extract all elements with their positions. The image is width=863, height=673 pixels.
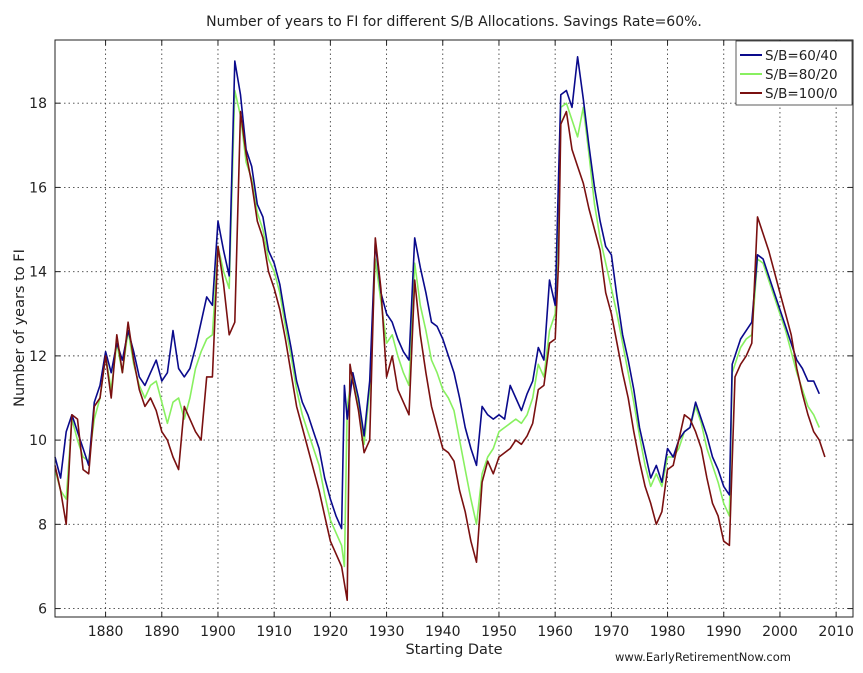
series-line-s-b-100-0: [54, 110, 826, 601]
y-tick-label: 6: [38, 602, 47, 618]
y-tick-label: 16: [29, 180, 47, 196]
x-tick-label: 1940: [425, 624, 461, 640]
y-tick-label: 10: [29, 433, 47, 449]
series-line-s-b-80-20: [54, 89, 821, 568]
x-axis-label: Starting Date: [405, 642, 502, 658]
x-tick-label: 1910: [256, 624, 292, 640]
y-tick-label: 8: [38, 517, 47, 533]
legend-label-80-20: S/B=80/20: [765, 67, 838, 83]
x-tick-label: 2010: [818, 624, 854, 640]
credit-text: www.EarlyRetirementNow.com: [615, 650, 791, 664]
legend-label-100-0: S/B=100/0: [765, 86, 838, 102]
x-tick-label: 1980: [650, 624, 686, 640]
y-ticks: 6 8 10 12 14 16 18: [29, 96, 853, 618]
legend-label-60-40: S/B=60/40: [765, 48, 838, 64]
series-line-s-b-60-40: [54, 56, 821, 530]
x-tick-label: 1990: [706, 624, 742, 640]
x-tick-label: 1920: [313, 624, 349, 640]
x-tick-label: 2000: [762, 624, 798, 640]
x-tick-label: 1950: [481, 624, 517, 640]
plot-frame: [54, 39, 854, 618]
x-tick-label: 1960: [537, 624, 573, 640]
x-tick-label: 1880: [88, 624, 124, 640]
y-axis-label: Number of years to FI: [12, 249, 28, 407]
y-tick-label: 18: [29, 96, 47, 112]
legend: S/B=60/40 S/B=80/20 S/B=100/0: [735, 40, 853, 106]
x-tick-label: 1890: [144, 624, 180, 640]
x-tick-label: 1930: [369, 624, 405, 640]
y-tick-label: 12: [29, 349, 47, 365]
x-tick-label: 1900: [200, 624, 236, 640]
x-tick-label: 1970: [594, 624, 630, 640]
grid-lines: [55, 40, 853, 617]
y-tick-label: 14: [29, 265, 47, 281]
x-ticks: 1880 1890 1900 1910 1920 1930 1940 1950 1960 1970…: [88, 40, 854, 640]
series-layer: [54, 56, 826, 601]
chart-title: Number of years to FI for different S/B …: [206, 14, 702, 30]
